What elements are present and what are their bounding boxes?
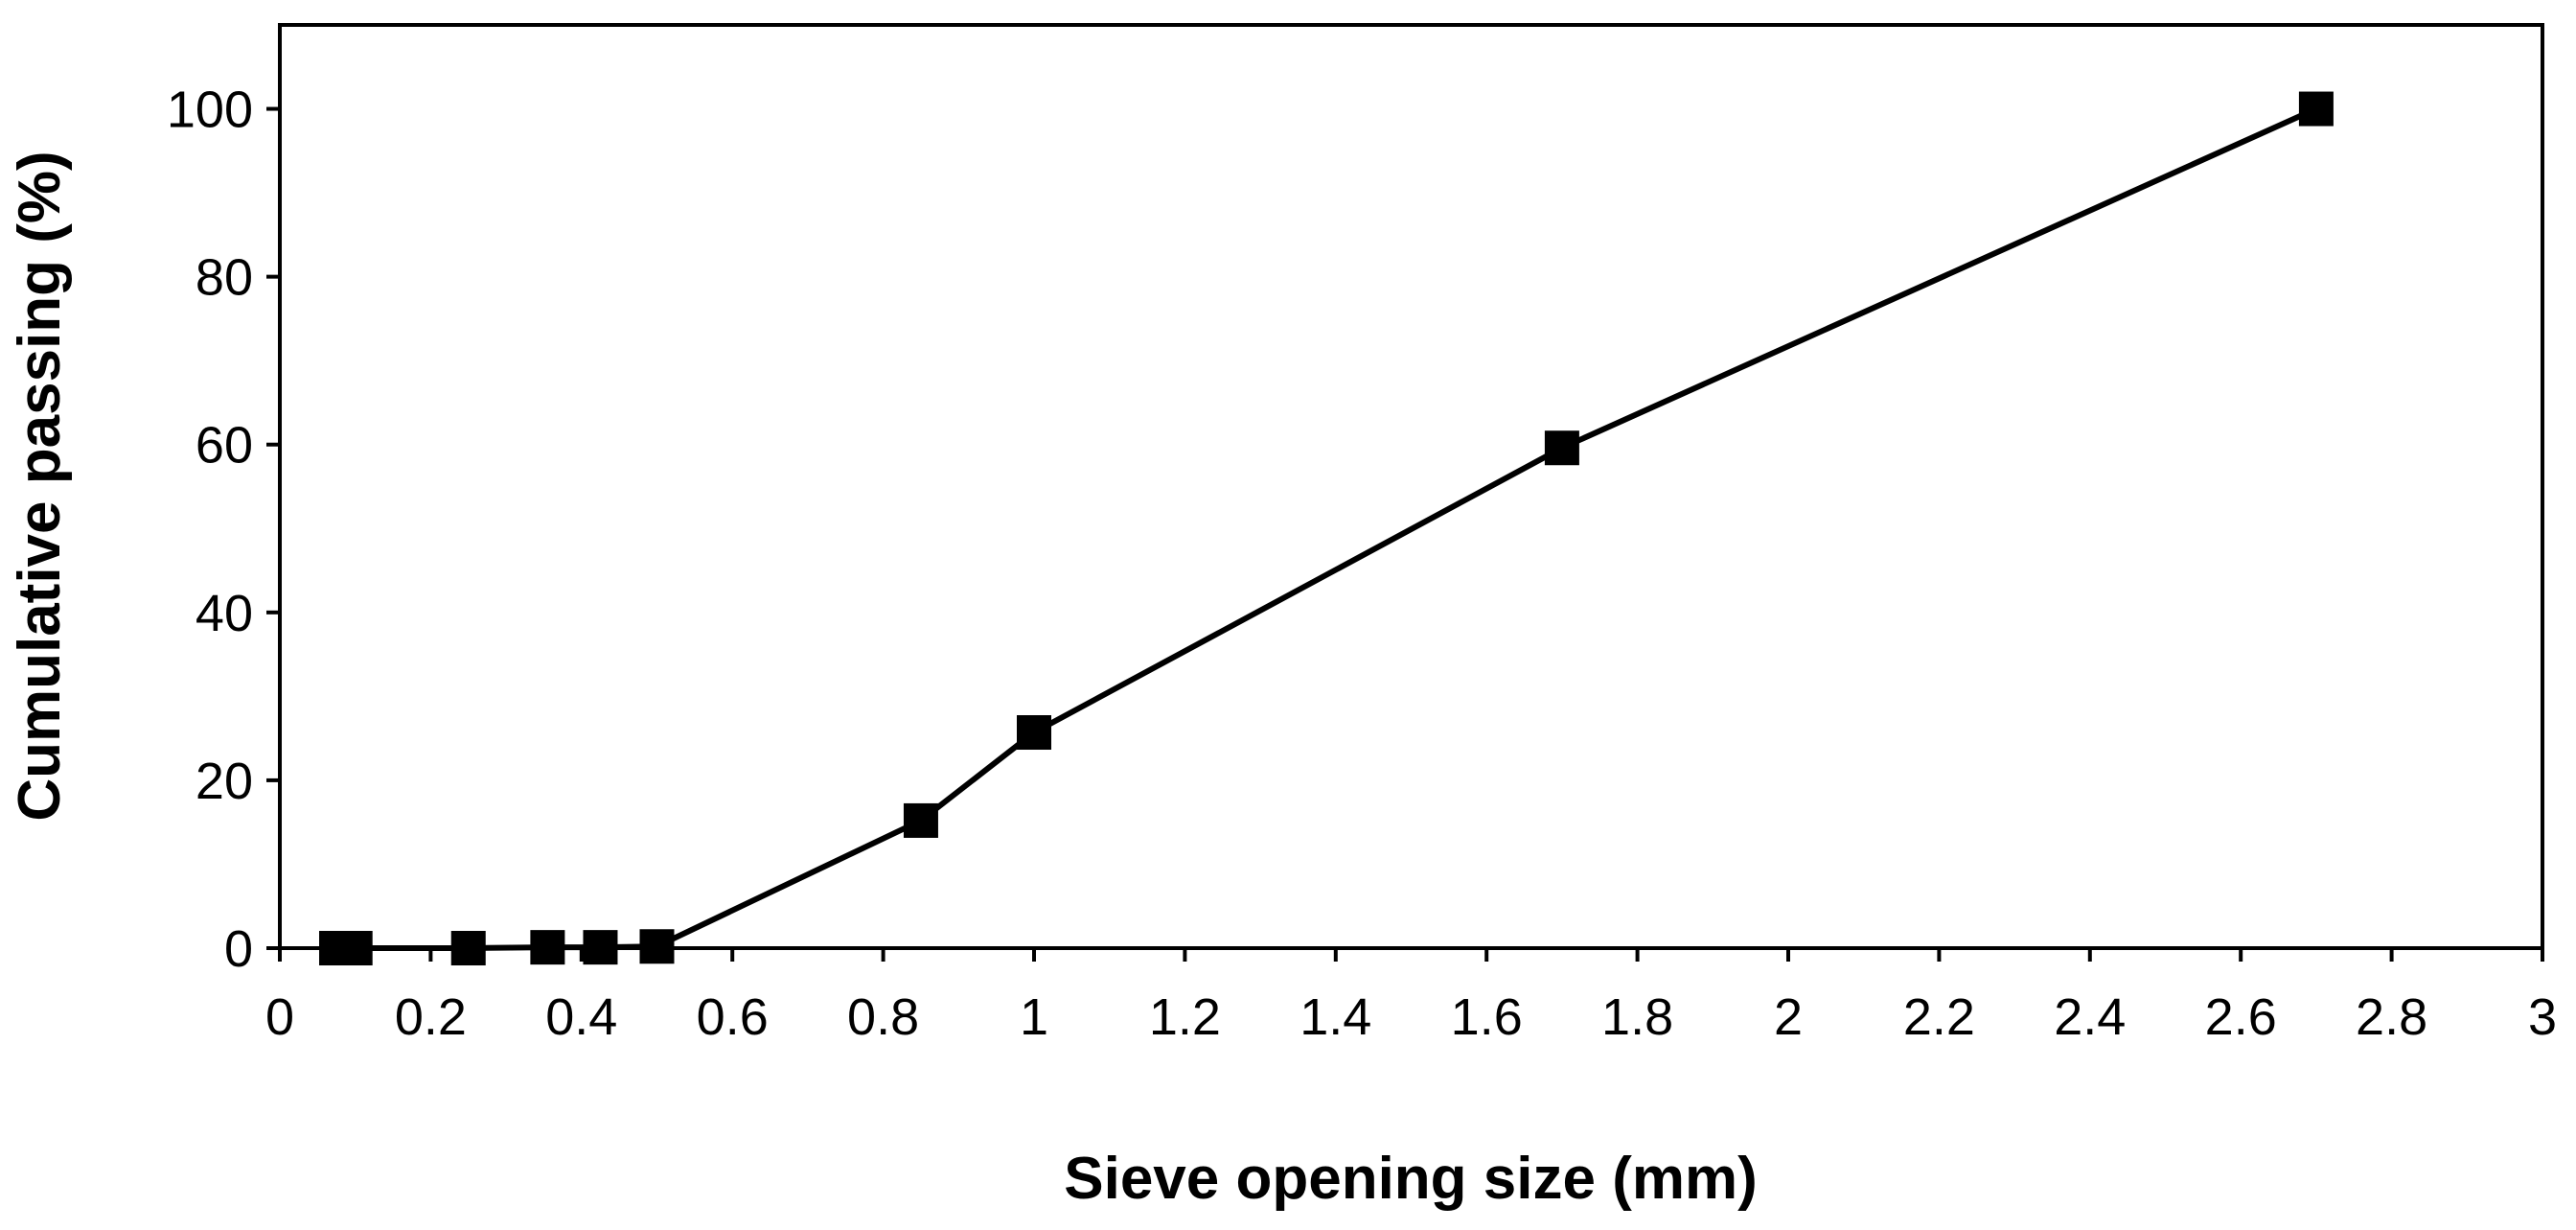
x-tick-label: 0.2 bbox=[395, 988, 467, 1046]
y-tick-label: 40 bbox=[196, 585, 253, 642]
series-line bbox=[336, 105, 2318, 951]
x-tick-label: 1.8 bbox=[1601, 988, 1673, 1046]
y-tick-label: 20 bbox=[196, 753, 253, 810]
data-point bbox=[583, 930, 618, 965]
data-point bbox=[1017, 715, 1051, 751]
x-tick-label: 2.8 bbox=[2356, 988, 2427, 1046]
x-tick-label: 0.4 bbox=[545, 988, 617, 1046]
x-tick-label: 2.2 bbox=[1903, 988, 1975, 1046]
x-tick-label: 3 bbox=[2528, 988, 2557, 1046]
data-point bbox=[530, 930, 565, 965]
x-axis-title: Sieve opening size (mm) bbox=[1064, 1146, 1758, 1212]
x-tick-label: 2 bbox=[1774, 988, 1803, 1046]
y-tick-label: 100 bbox=[167, 81, 253, 139]
x-tick-label: 1.6 bbox=[1451, 988, 1523, 1046]
series-layer bbox=[319, 91, 2334, 965]
x-tick-label: 2.4 bbox=[2054, 988, 2126, 1046]
x-tick-label: 0.8 bbox=[847, 988, 919, 1046]
x-tick-label: 1.2 bbox=[1149, 988, 1221, 1046]
x-tick-label: 0.6 bbox=[697, 988, 769, 1046]
y-tick-label: 0 bbox=[224, 920, 253, 978]
data-point bbox=[903, 802, 938, 838]
y-axis-title: Cumulative passing (%) bbox=[7, 151, 73, 821]
x-tick-label: 1.4 bbox=[1300, 988, 1371, 1046]
x-tick-label: 1 bbox=[1020, 988, 1048, 1046]
x-axis: 0 0.2 0.4 0.6 0.8 1 1.2 1.4 1.6 1.8 2 2.2 2.4 2.6 2.8 3 bbox=[265, 948, 2557, 1046]
data-point bbox=[337, 931, 373, 965]
data-point bbox=[2298, 91, 2334, 127]
data-point bbox=[1544, 430, 1579, 466]
plot-area bbox=[278, 23, 2544, 950]
data-point bbox=[639, 929, 675, 964]
y-tick-label: 80 bbox=[196, 249, 253, 307]
data-point bbox=[450, 931, 486, 965]
y-axis: 0 20 40 60 80 100 bbox=[167, 81, 280, 978]
x-tick-label: 0 bbox=[265, 988, 294, 1046]
y-tick-label: 60 bbox=[196, 417, 253, 475]
x-tick-label: 2.6 bbox=[2205, 988, 2277, 1046]
